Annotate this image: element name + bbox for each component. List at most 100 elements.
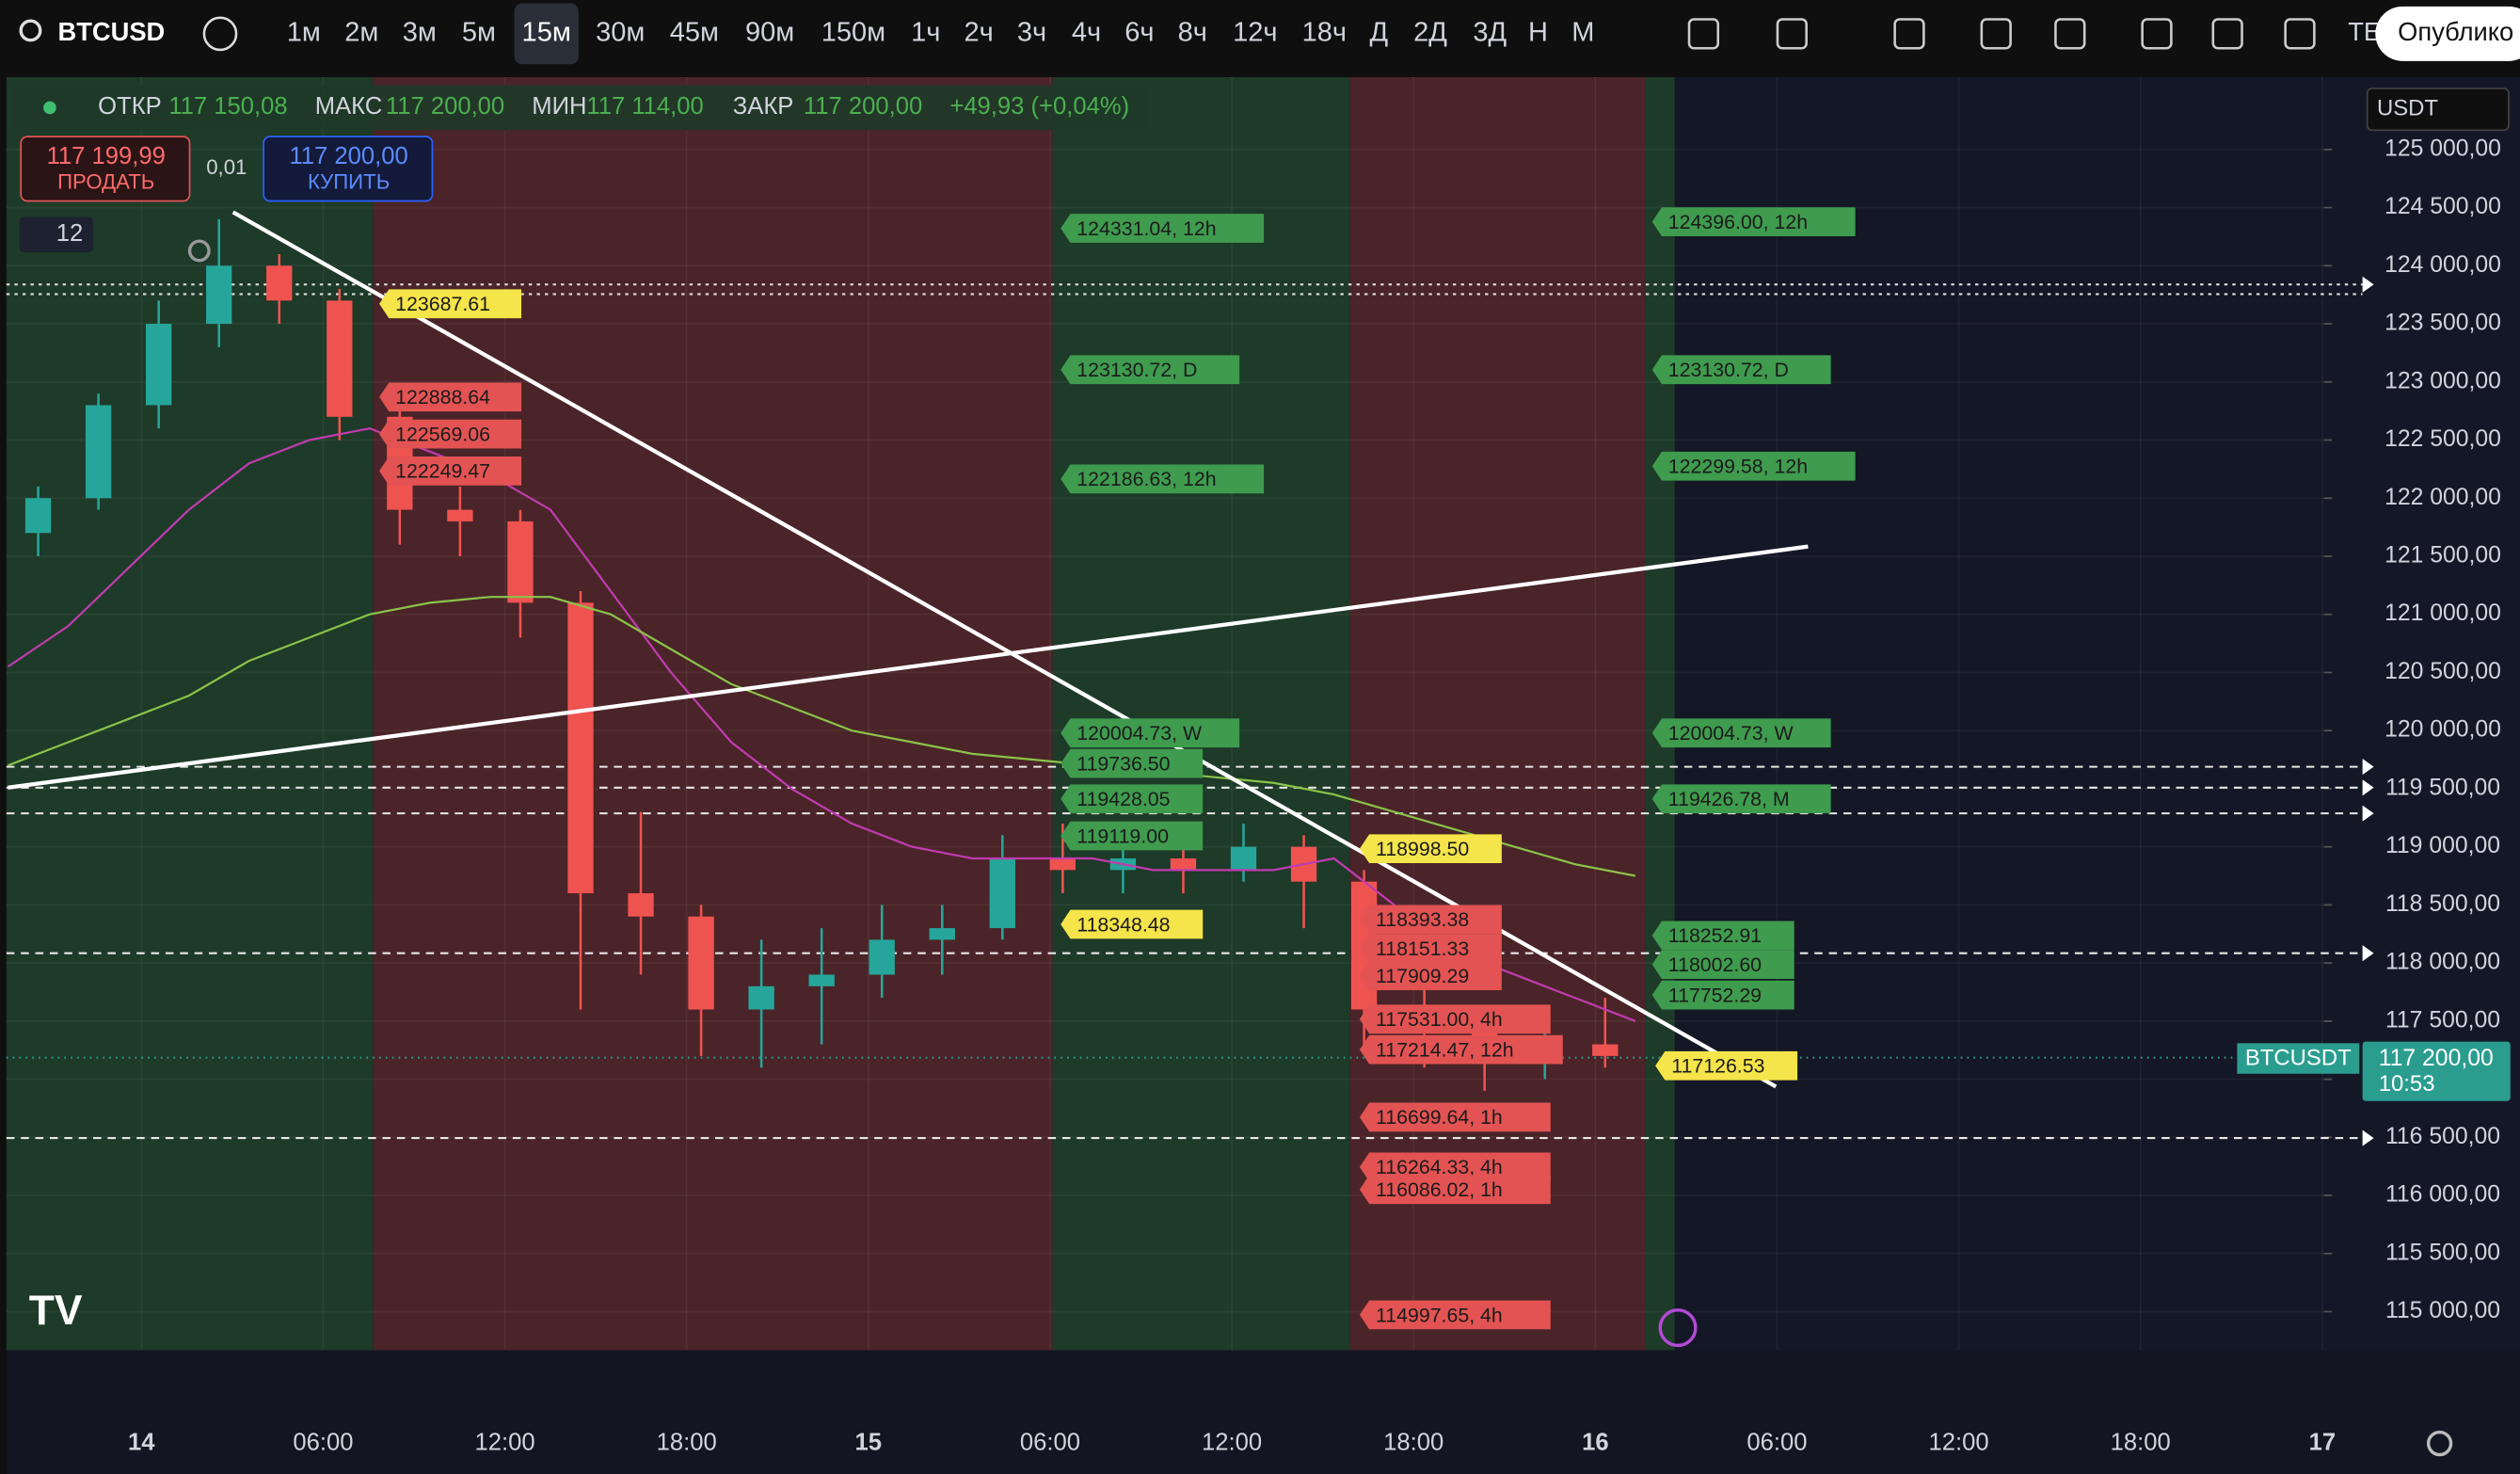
symbol: BTCUSD: [57, 17, 165, 46]
time-label: 12:00: [1929, 1429, 1989, 1455]
tag-text: 116699.64, 1h: [1376, 1106, 1503, 1129]
green-zone: [1052, 76, 1350, 1351]
time-axis: [6, 1350, 2520, 1474]
price-tag: 122888.64: [379, 382, 522, 412]
timeframe[interactable]: 2ч: [964, 18, 993, 48]
tool-icon[interactable]: [2054, 18, 2086, 50]
alarm-icon[interactable]: [187, 239, 211, 263]
price-tag: 124331.04, 12h: [1061, 214, 1265, 243]
timeframe[interactable]: 15м: [522, 18, 571, 48]
tool-icon[interactable]: [1893, 18, 1925, 50]
price-tag: 122186.63, 12h: [1061, 464, 1265, 494]
time-label: 12:00: [475, 1429, 535, 1455]
legend-value: 117 114,00: [586, 93, 703, 120]
legend-label: МАКС: [315, 93, 383, 120]
price-tick-label: 115 500,00: [2385, 1240, 2500, 1265]
tag-text: 118998.50: [1376, 838, 1469, 860]
timeframe[interactable]: 3ч: [1017, 18, 1046, 48]
time-label: 18:00: [1383, 1429, 1443, 1455]
tag-text: 116086.02, 1h: [1376, 1178, 1503, 1201]
countdown: 10:53: [2379, 1071, 2435, 1097]
tag-text: 122569.06: [395, 423, 490, 445]
tag-shape: [1655, 1050, 1798, 1081]
tag-shape: [1061, 355, 1240, 385]
tag-shape: [1651, 207, 1856, 237]
logo: TV: [29, 1288, 83, 1334]
tag-text: 117531.00, 4h: [1376, 1008, 1503, 1031]
tag-shape: [1061, 821, 1204, 851]
time-label: 06:00: [1746, 1429, 1807, 1455]
timeframe[interactable]: 8ч: [1178, 18, 1207, 48]
sell-button[interactable]: [20, 136, 191, 202]
last-symbol: BTCUSDT: [2245, 1046, 2352, 1071]
tag-text: 119428.05: [1077, 788, 1170, 810]
candle-body: [808, 974, 835, 986]
price-tag: 122249.47: [379, 456, 522, 486]
tag-shape: [379, 456, 522, 486]
timeframe[interactable]: 2м: [344, 18, 378, 48]
tool-icon[interactable]: [2211, 18, 2243, 50]
timeframe[interactable]: 30м: [596, 18, 645, 48]
price-tick-label: 118 000,00: [2385, 950, 2500, 975]
timeframe[interactable]: 4ч: [1072, 18, 1101, 48]
timeframe[interactable]: 6ч: [1124, 18, 1154, 48]
buy-button[interactable]: [263, 136, 434, 202]
timeframe[interactable]: 3м: [403, 18, 437, 48]
timeframe[interactable]: 45м: [670, 18, 719, 48]
price-tag: 117909.29: [1359, 961, 1502, 990]
tag-text: 120004.73, W: [1077, 722, 1203, 745]
price-tag: 119426.78, M: [1651, 784, 1831, 814]
timeframe[interactable]: 18ч: [1302, 18, 1347, 48]
flash-icon[interactable]: [1658, 1308, 1698, 1348]
timeframe[interactable]: 12ч: [1233, 18, 1277, 48]
timeframe[interactable]: Д: [1370, 18, 1389, 48]
candle-body: [929, 928, 955, 940]
price-tag: 123130.72, D: [1651, 355, 1831, 385]
settings-icon[interactable]: [2426, 1430, 2453, 1457]
legend-value: 117 150,08: [168, 93, 287, 120]
ma-fast-line: [7, 426, 1636, 1022]
timeframe[interactable]: 3Д: [1473, 18, 1507, 48]
tag-text: 122186.63, 12h: [1077, 468, 1216, 490]
timeframe[interactable]: 1м: [287, 18, 321, 48]
candle-body: [447, 509, 473, 521]
tag-text: 124331.04, 12h: [1077, 217, 1216, 240]
buy-label: КУПИТЬ: [308, 170, 390, 194]
indicator-toggle[interactable]: [19, 216, 94, 253]
timeframe[interactable]: 2Д: [1413, 18, 1447, 48]
timeframe[interactable]: 1ч: [911, 18, 940, 48]
publish-button[interactable]: [2375, 6, 2520, 61]
timeframe[interactable]: М: [1571, 18, 1594, 48]
timeframe[interactable]: 5м: [462, 18, 496, 48]
tag-shape: [1651, 451, 1856, 481]
time-label: 06:00: [1020, 1429, 1080, 1455]
timeframe[interactable]: Н: [1528, 18, 1548, 48]
price-tag: 120004.73, W: [1651, 718, 1831, 748]
add-symbol[interactable]: [202, 16, 238, 52]
legend-value: 117 200,00: [386, 93, 504, 120]
candle-body: [1170, 857, 1197, 871]
price-tag: 117214.47, 12h: [1359, 1034, 1563, 1065]
candle-body: [327, 300, 353, 417]
price-tag: 123687.61: [379, 289, 522, 319]
price-tick-label: 123 500,00: [2384, 311, 2501, 336]
price-tag: 118348.48: [1061, 909, 1204, 939]
price-tick-label: 123 000,00: [2384, 368, 2501, 393]
toolbar: [0, 0, 2520, 68]
tool-icon[interactable]: [1687, 18, 1720, 50]
search-icon[interactable]: [19, 19, 42, 42]
timeframe[interactable]: 90м: [745, 18, 794, 48]
ma-slow-line: [8, 596, 1636, 877]
tool-icon[interactable]: [2284, 18, 2316, 50]
currency-select[interactable]: [2366, 88, 2510, 132]
tool-icon[interactable]: [2141, 18, 2173, 50]
price-tick-label: 121 500,00: [2384, 543, 2501, 569]
tag-text: 119426.78, M: [1668, 788, 1790, 810]
tool-icon[interactable]: [1776, 18, 1808, 50]
green-zone: [6, 76, 374, 1351]
chrome: BTCUSD 1м 2м 3м 5м 15м 30м 45м 90м 150м 1ч 2ч 3ч 4ч 6ч…: [12, 3, 2520, 1455]
timeframe[interactable]: 150м: [821, 18, 885, 48]
green-zone: [1645, 76, 1675, 1351]
tool-icon[interactable]: [1980, 18, 2012, 50]
legend-label: ОТКР: [98, 93, 162, 120]
